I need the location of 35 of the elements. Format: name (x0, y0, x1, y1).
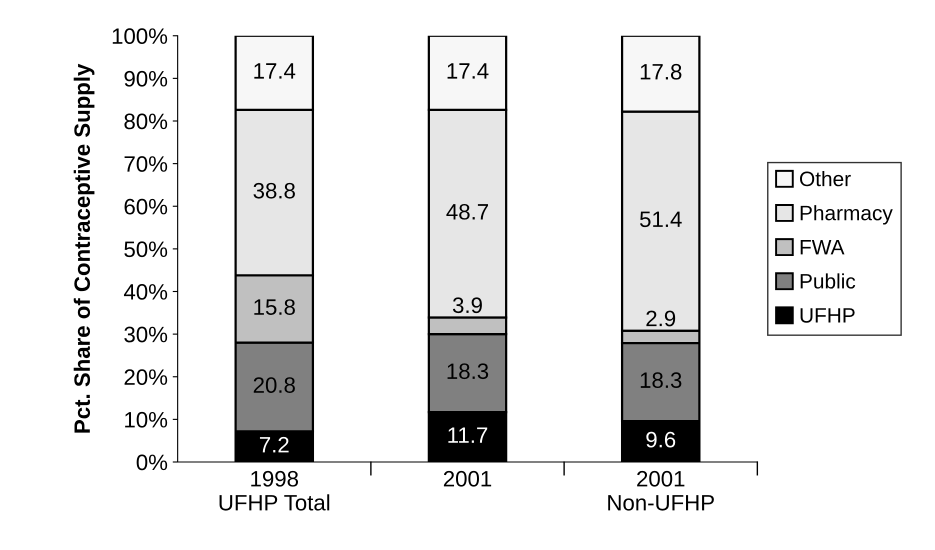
y-tick-label: 70% (124, 156, 168, 172)
y-tick-label: 100% (112, 28, 168, 44)
data-label: 17.8 (640, 64, 682, 80)
y-tick-label: 50% (124, 241, 168, 258)
data-label: 17.4 (448, 63, 488, 79)
data-label: 38.8 (253, 182, 295, 199)
data-label: 51.4 (640, 212, 682, 228)
data-label: 18.3 (448, 363, 488, 380)
data-label: 7.2 (260, 436, 289, 452)
x-tick-label: 1998 UFHP Total (220, 470, 330, 511)
legend-label: FWA (800, 240, 844, 254)
data-label: 3.9 (452, 297, 482, 314)
legend-label: Pharmacy (800, 205, 893, 225)
x-tick-label: 2001 Non-UFHP (608, 470, 714, 511)
data-label: 17.4 (254, 63, 296, 79)
legend-label: Other (800, 170, 851, 186)
data-label: 15.8 (254, 299, 295, 315)
data-label: 11.7 (448, 428, 488, 443)
legend-label: UFHP (800, 308, 855, 323)
y-tick-label: 40% (124, 284, 168, 300)
y-tick-label: 30% (124, 326, 168, 342)
y-tick-label: 80% (124, 114, 168, 130)
data-label: 9.6 (646, 432, 676, 448)
y-axis-title: Pct. Share of Contraceptive Supply (74, 64, 94, 433)
y-tick-label: 10% (125, 412, 168, 428)
y-tick-label: 60% (124, 198, 168, 215)
data-label: 48.7 (446, 204, 488, 220)
data-label: 18.3 (640, 372, 682, 388)
y-tick-label: 20% (124, 369, 168, 386)
data-label: 20.8 (254, 377, 295, 393)
data-label: 2.9 (646, 310, 676, 326)
x-tick-label: 2001 (444, 470, 492, 487)
legend-label: Public (800, 273, 856, 289)
y-tick-label: 90% (124, 70, 168, 87)
y-tick-label: 0% (136, 454, 168, 470)
